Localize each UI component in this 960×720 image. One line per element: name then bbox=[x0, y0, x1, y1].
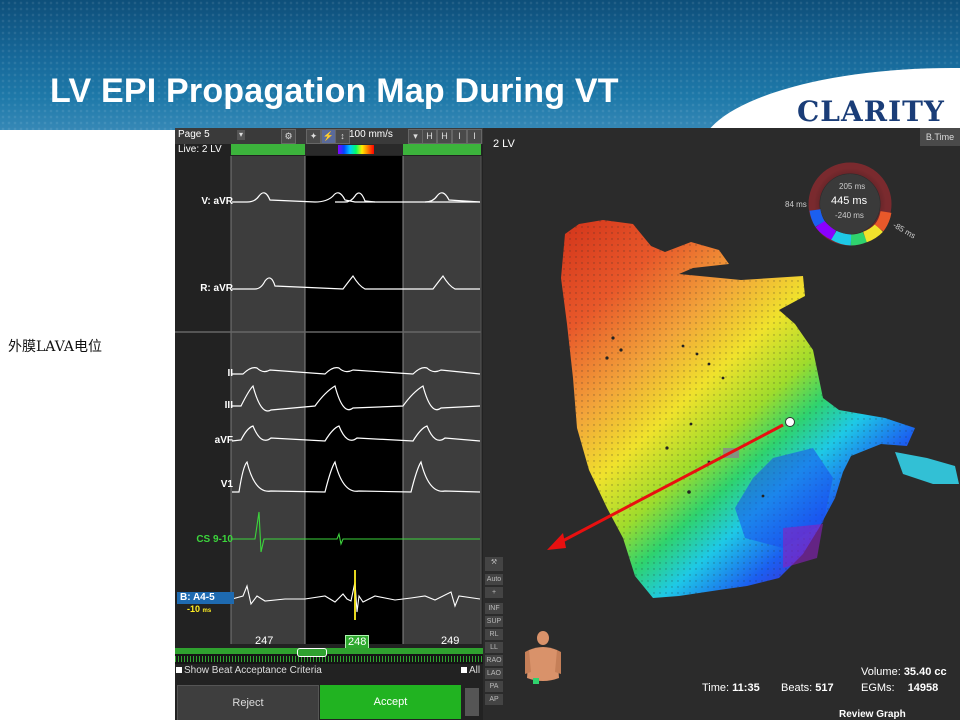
clarity-logo: CLARITY bbox=[797, 95, 945, 128]
beat-prev[interactable]: 247 bbox=[255, 635, 274, 647]
view-btn-ll[interactable]: LL bbox=[485, 642, 503, 653]
cs-trace bbox=[232, 511, 480, 553]
all-label[interactable]: All bbox=[469, 665, 481, 676]
review-graph-button[interactable]: Review Graph bbox=[839, 709, 906, 720]
ring-top-label: 205 ms bbox=[839, 182, 866, 191]
show-criteria-label[interactable]: Show Beat Acceptance Criteria bbox=[184, 665, 322, 676]
view-btn-auto[interactable]: Auto bbox=[485, 574, 503, 585]
window-bar-right bbox=[403, 144, 481, 155]
time-stat: Time: 11:35 bbox=[702, 682, 760, 694]
show-criteria-checkbox[interactable] bbox=[176, 667, 182, 673]
post-window-shade bbox=[403, 156, 481, 644]
tool-icon[interactable]: ⚒ bbox=[485, 557, 503, 571]
channel-cs[interactable]: CS 9-10 bbox=[196, 534, 233, 545]
window-of-interest bbox=[305, 156, 403, 644]
speed-dropdown-icon[interactable]: ▾ bbox=[408, 129, 423, 144]
beats-stat: Beats: 517 bbox=[781, 682, 834, 694]
annotation-arrow-line bbox=[552, 423, 784, 548]
all-checkbox[interactable] bbox=[461, 667, 467, 673]
ecg-traces bbox=[175, 156, 482, 644]
timeline-strip bbox=[175, 648, 483, 654]
marker-icon[interactable]: I bbox=[467, 129, 482, 144]
volume-stat: Volume: 35.40 cc bbox=[861, 666, 947, 678]
v1-trace bbox=[232, 460, 481, 493]
beat-timeline[interactable] bbox=[175, 648, 483, 664]
window-bar-left bbox=[231, 144, 305, 155]
signals-toolbar: Page 5 ▾ ⚙ ✦ ⚡ ↕ 100 mm/s ▾ H H I I bbox=[175, 128, 483, 144]
caliper-2-icon[interactable]: H bbox=[437, 129, 452, 144]
criteria-row: Show Beat Acceptance Criteria All bbox=[175, 665, 483, 677]
channel-b-a4-5[interactable]: B: A4-5 bbox=[177, 592, 234, 604]
channel-avf[interactable]: aVF bbox=[214, 435, 233, 446]
view-btn-inf[interactable]: INF bbox=[485, 603, 503, 614]
view-btn-ap[interactable]: AP bbox=[485, 694, 503, 705]
accept-button[interactable]: Accept bbox=[320, 685, 461, 719]
mitral-extension bbox=[895, 452, 959, 484]
egms-stat: EGMs: 14958 bbox=[861, 682, 939, 694]
avr-r-trace bbox=[232, 274, 480, 290]
view-btn-rl[interactable]: RL bbox=[485, 629, 503, 640]
avr-v-trace-2 bbox=[335, 192, 481, 203]
sweep-speed-select[interactable]: 100 mm/s bbox=[349, 129, 393, 140]
live-map-label: Live: 2 LV bbox=[178, 144, 222, 155]
slide-title: LV EPI Propagation Map During VT bbox=[50, 72, 619, 110]
view-btn-rao[interactable]: RAO bbox=[485, 655, 503, 666]
b-timing-value: -10 ms bbox=[187, 604, 212, 614]
beat-current[interactable]: 248 bbox=[345, 635, 370, 649]
clarity-app-window: Page 5 ▾ ⚙ ✦ ⚡ ↕ 100 mm/s ▾ H H I I Live… bbox=[175, 128, 960, 720]
map-type-select[interactable]: B.Time bbox=[920, 128, 960, 146]
purple-region bbox=[783, 524, 823, 568]
interval-icon[interactable]: I bbox=[452, 129, 467, 144]
ii-trace bbox=[232, 367, 481, 375]
torso-orientation-icon[interactable] bbox=[523, 628, 563, 688]
timeline-handle[interactable] bbox=[297, 648, 327, 657]
map-title: 2 LV bbox=[493, 138, 515, 150]
woi-gradient bbox=[338, 145, 374, 154]
align-tool-icon[interactable]: ↕ bbox=[335, 129, 350, 144]
map-panel: 2 LV B.Time bbox=[483, 128, 960, 720]
channel-avr-r[interactable]: R: aVR bbox=[200, 283, 233, 294]
channel-avr-v[interactable]: V: aVR bbox=[201, 196, 233, 207]
beat-marker-icon[interactable]: ⚡ bbox=[321, 129, 336, 144]
beat-next[interactable]: 249 bbox=[441, 635, 460, 647]
ring-center-label: 445 ms bbox=[831, 195, 868, 207]
lat-color-ring bbox=[808, 162, 892, 246]
blue-region bbox=[735, 448, 833, 548]
view-btn-pa[interactable]: PA bbox=[485, 681, 503, 692]
woi-colorbar bbox=[305, 144, 403, 155]
view-btn-lao[interactable]: LAO bbox=[485, 668, 503, 679]
view-btn-sup[interactable]: SUP bbox=[485, 616, 503, 627]
channel-v1[interactable]: V1 bbox=[220, 479, 233, 490]
caliper-icon[interactable]: H bbox=[422, 129, 437, 144]
iii-trace bbox=[232, 384, 481, 412]
cursor-tool-icon[interactable]: ✦ bbox=[306, 129, 321, 144]
signals-config-icon[interactable]: ⚙ bbox=[281, 129, 296, 144]
trace-area: V: aVR R: aVR II III aVF V1 CS 9-10 B: A… bbox=[175, 156, 483, 644]
timeline-ticks bbox=[175, 656, 483, 662]
title-banner bbox=[0, 0, 960, 130]
signals-panel: Page 5 ▾ ⚙ ✦ ⚡ ↕ 100 mm/s ▾ H H I I Live… bbox=[175, 128, 483, 720]
propagation-map[interactable] bbox=[483, 128, 960, 720]
channel-ii[interactable]: II bbox=[227, 368, 233, 379]
ring-left-label: 84 ms bbox=[785, 200, 807, 209]
more-options-button[interactable] bbox=[465, 688, 479, 716]
ring-bottom-label: -240 ms bbox=[835, 211, 864, 220]
page-selector[interactable]: Page 5 bbox=[178, 129, 210, 140]
channel-iii[interactable]: III bbox=[224, 400, 233, 411]
annotation-arrow-head bbox=[547, 533, 566, 550]
scar-points bbox=[605, 336, 765, 498]
b-trace bbox=[231, 581, 481, 613]
pre-window-shade bbox=[231, 156, 305, 644]
avr-v-trace bbox=[232, 192, 480, 203]
lava-site-marker bbox=[785, 417, 795, 427]
reject-button[interactable]: Reject bbox=[177, 685, 319, 720]
page-dropdown-icon[interactable]: ▾ bbox=[237, 130, 245, 140]
avf-trace bbox=[231, 425, 481, 442]
view-btn-plus[interactable]: + bbox=[485, 587, 503, 598]
side-note: 外膜LAVA电位 bbox=[8, 339, 102, 355]
